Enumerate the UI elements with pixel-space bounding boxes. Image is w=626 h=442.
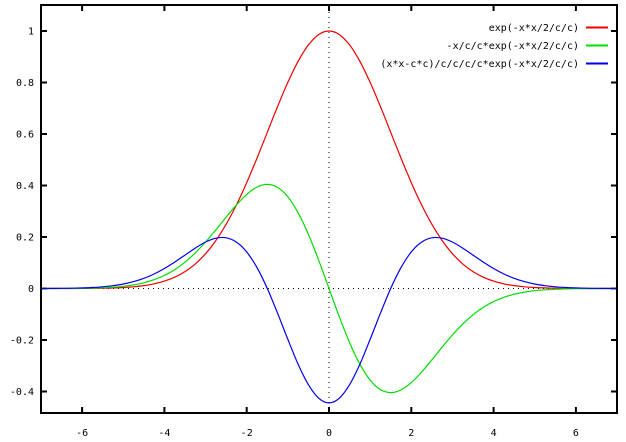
x-tick-label: 4 <box>491 428 497 439</box>
legend-entry-first-derivative: -x/c/c*exp(-x*x/2/c/c) <box>447 41 608 52</box>
legend-label-gaussian: exp(-x*x/2/c/c) <box>489 23 579 34</box>
y-tick-label: -0.2 <box>10 336 34 347</box>
x-tick-label: -6 <box>76 428 88 439</box>
y-tick-label: 1 <box>28 27 34 38</box>
x-tick-label: 0 <box>326 428 332 439</box>
y-tick-label: 0.2 <box>16 233 34 244</box>
curve-gaussian <box>41 30 617 290</box>
legend: exp(-x*x/2/c/c) -x/c/c*exp(-x*x/2/c/c) (… <box>380 23 608 70</box>
y-tick-label: -0.4 <box>10 387 34 398</box>
x-tick-label: -2 <box>241 428 253 439</box>
curves-layer <box>40 30 618 404</box>
curve-second-derivative <box>40 236 618 404</box>
axes-layer: -6 -4 -2 0 2 4 6 1 0.8 0.6 0.4 0.2 0 -0.2 -0.4 <box>10 6 616 439</box>
plot-border <box>40 4 618 414</box>
legend-entry-second-derivative: (x*x-c*c)/c/c/c/c*exp(-x*x/2/c/c) <box>380 59 608 70</box>
x-tick-label: 6 <box>573 428 579 439</box>
y-tick-label: 0.8 <box>16 78 34 89</box>
legend-label-second-derivative: (x*x-c*c)/c/c/c/c*exp(-x*x/2/c/c) <box>380 59 579 70</box>
legend-entry-gaussian: exp(-x*x/2/c/c) <box>489 23 608 34</box>
curve-first-derivative <box>41 183 617 394</box>
legend-label-first-derivative: -x/c/c*exp(-x*x/2/c/c) <box>447 41 579 52</box>
x-tick-label: -4 <box>158 428 170 439</box>
y-tick-label: 0 <box>28 284 34 295</box>
y-tick-label: 0.4 <box>16 181 34 192</box>
y-tick-label: 0.6 <box>16 130 34 141</box>
x-tick-label: 2 <box>408 428 414 439</box>
